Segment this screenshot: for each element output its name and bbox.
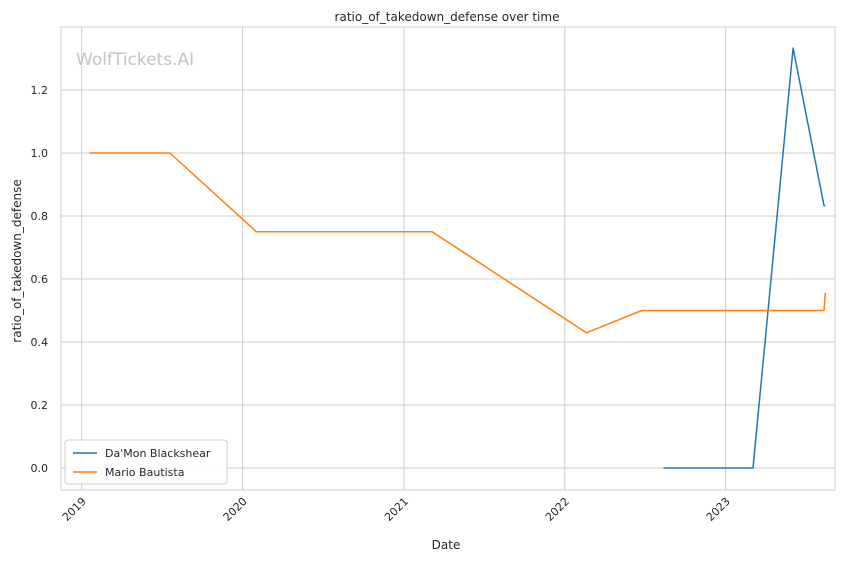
chart-title: ratio_of_takedown_defense over time [335,10,560,24]
series-layer [89,47,827,469]
y-tick-label: 0.2 [31,399,49,412]
legend: Da'Mon Blackshear Mario Bautista [64,439,228,485]
plot-frame [60,26,836,491]
legend-box [64,439,228,485]
legend-label-damon-blackshear: Da'Mon Blackshear [105,447,211,460]
x-axis-title: Date [432,538,461,552]
series-line-da-mon-blackshear [663,47,826,469]
grid [61,27,835,490]
y-tick-label: 1.2 [31,84,49,97]
series-line-mario-bautista [89,152,827,334]
legend-label-mario-bautista: Mario Bautista [105,466,184,479]
y-axis-title: ratio_of_takedown_defense [10,179,24,342]
y-tick-label: 0.4 [31,336,49,349]
y-tick-label: 0.6 [31,273,49,286]
y-tick-label: 1.0 [31,147,49,160]
watermark: WolfTickets.AI [76,50,194,70]
y-tick-label: 0.0 [31,462,49,475]
y-tick-label: 0.8 [31,210,49,223]
